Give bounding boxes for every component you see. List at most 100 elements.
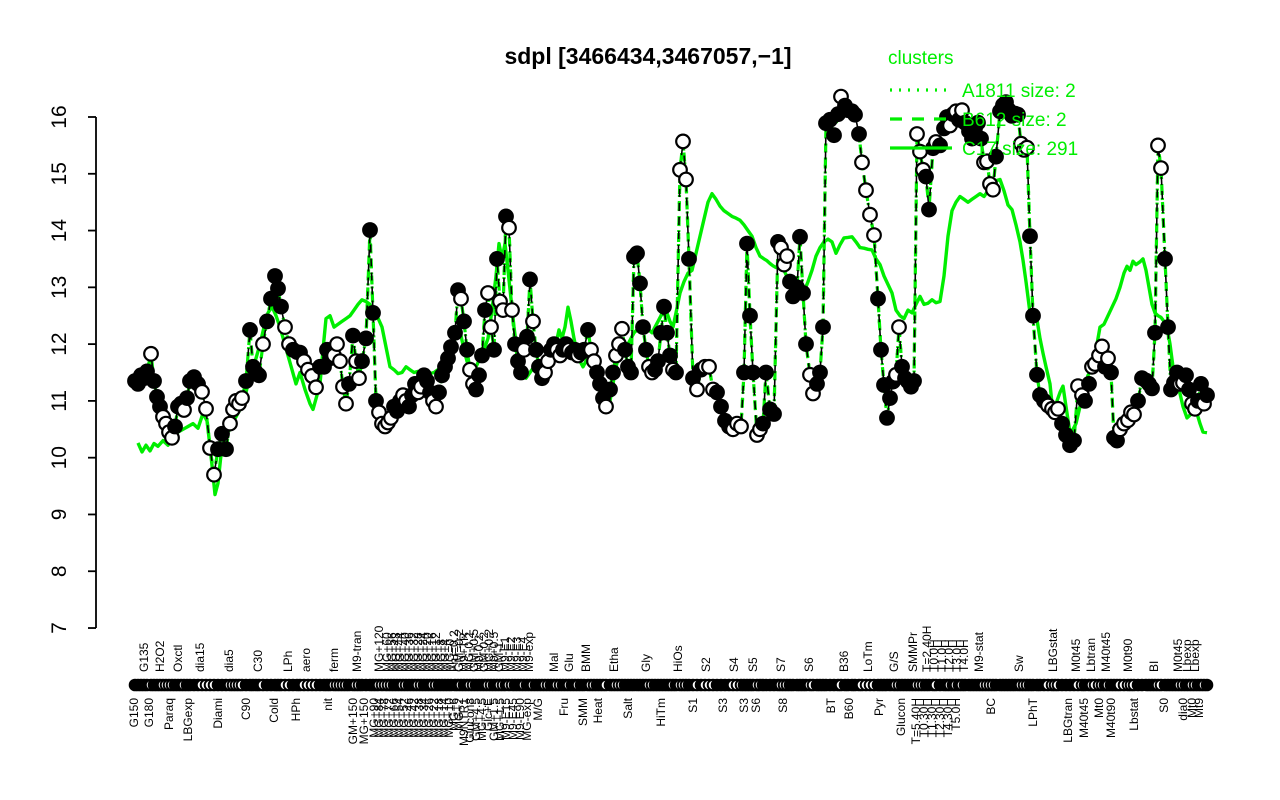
condition-label-bottom: GM+150 [346,698,360,745]
data-point-filled [755,415,771,432]
data-point-open [675,133,691,150]
data-point-open [733,418,749,435]
condition-row-marker [1200,678,1214,692]
data-point-filled [742,307,758,324]
x-axis-labels: G135 H2O2 Oxctl dia15 dia5 C30 LPh aero ferm M9-t… [127,625,1206,746]
condition-label-top: M9+0.5 [487,631,501,672]
data-point-filled [847,106,863,123]
data-point-filled [1103,364,1119,381]
data-point-filled [638,341,654,358]
y-axis: 7 8 9 10 11 12 13 14 15 16 [48,105,97,634]
condition-label-top: MG+44 [393,632,407,672]
legend-entry-a1811: A1811 size: 2 [890,81,1076,102]
data-point-open [866,227,882,244]
condition-label-bottom: GM+1.5 [487,698,501,741]
condition-label-top: aero [299,648,313,672]
data-point-filled [513,364,529,381]
data-point-filled [179,390,195,407]
data-point-open [483,319,499,336]
data-point-filled [218,441,234,458]
condition-label-top: dia15 [193,642,207,672]
data-point-filled [605,364,621,381]
data-point-filled [745,364,761,381]
condition-label-top: S4 [727,657,741,672]
condition-label-top: M9-0.2 [472,634,486,672]
condition-label-top: Mal [547,653,561,672]
data-point-filled [471,367,487,384]
condition-label-bottom: T0.30H [917,698,931,737]
data-point-filled [656,298,672,315]
data-point-filled [709,384,725,401]
chart-title: sdpl [3466434,3467057,−1] [504,43,791,69]
condition-label-bottom: Cold [267,698,281,723]
data-point-filled [918,168,934,185]
data-point-filled [798,336,814,353]
condition-label-top: C30 [251,650,265,672]
data-point-open [332,353,348,370]
data-point-filled [1022,228,1038,245]
data-point-filled [214,425,230,442]
y-axis-tick-label: 8 [48,565,71,577]
condition-label-bottom: Glucon8 [463,698,477,743]
data-point-filled [970,114,986,131]
condition-label-bottom: MG+34 [417,698,431,738]
data-point-open [689,381,705,398]
condition-label-top: T2.0H [942,639,956,672]
condition-label-bottom: Salt [621,697,635,718]
condition-label-top: SMMPr [906,632,920,672]
condition-label-top: MG+48 [389,632,403,672]
condition-label-top: MG=0 [443,639,457,672]
data-point-filled [815,319,831,336]
data-point-open [194,383,210,400]
condition-label-bottom: Heat [591,697,605,723]
condition-label-top: M9+TR [457,632,471,672]
data-point-open [854,154,870,171]
condition-label-top: T1.0H [935,639,949,672]
condition-label-bottom: B60 [842,698,856,720]
condition-label-bottom: M9-E15 [499,698,513,740]
data-point-filled [267,268,283,284]
y-axis-tick-label: 14 [48,219,71,243]
condition-label-bottom: M40t90 [1104,698,1118,738]
data-point-open [779,248,795,265]
data-point-filled [713,398,729,415]
data-point-open [1150,137,1166,154]
condition-label-top: M9-exp [522,632,536,672]
data-point-open [678,171,694,188]
data-point-filled [873,341,889,358]
data-point-filled [519,328,535,345]
condition-label-top: MG+24 [416,632,430,672]
condition-label-top: MG+12 [429,632,443,672]
condition-label-top: MG+40 [398,632,412,672]
condition-label-bottom: Fru [557,698,571,716]
data-point-open [1019,139,1035,156]
data-point-open [277,319,293,336]
data-point-filled [251,367,267,384]
legend-entry-c17: C17 size: 291 [890,139,1078,160]
condition-label-top: Sw [1012,655,1026,672]
data-point-filled [870,290,886,307]
y-axis-tick-label: 15 [48,162,71,185]
data-point-filled [447,324,463,341]
condition-label-top: S6 [802,657,816,672]
data-point-filled [1144,380,1160,397]
condition-label-bottom: Diami [211,698,225,729]
data-point-filled [1029,366,1045,383]
condition-label-bottom: MG-exp [520,698,534,741]
y-axis-tick-label: 12 [48,332,71,355]
data-point-open [1100,350,1116,367]
condition-label-bottom: T1.30H [925,698,939,737]
condition-label-bottom: Glc+E [481,698,495,731]
data-point-open [985,181,1001,198]
condition-label-top: MG+120 [372,625,386,672]
condition-label-top: M9-E1 [498,636,512,672]
condition-label-bottom: S3 [716,698,730,713]
data-point-filled [362,222,378,238]
condition-label-top: T3.0H [950,639,964,672]
data-point-filled [456,313,472,330]
condition-label-top: M0t45 [1171,638,1185,672]
condition-label-top: Fru=0.2 [447,630,461,672]
data-point-filled [270,280,286,297]
condition-label-bottom: MG+4.5 [475,698,489,741]
